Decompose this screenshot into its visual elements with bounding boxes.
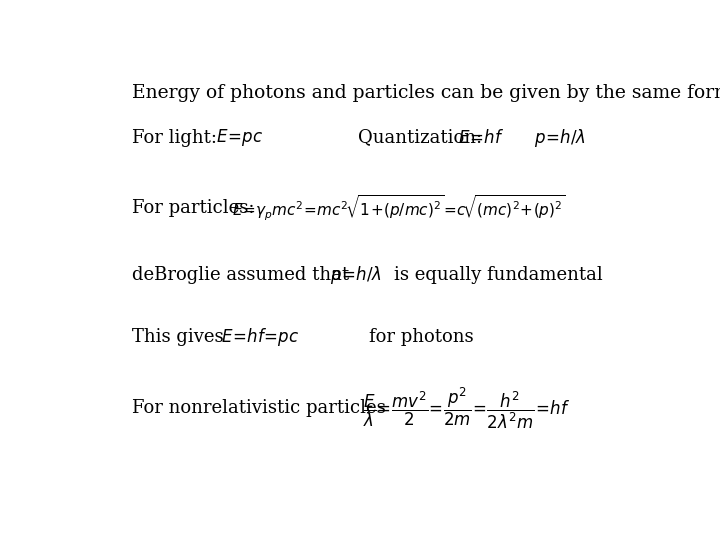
Text: $\mathit{E} \!=\! hf$: $\mathit{E} \!=\! hf$ bbox=[459, 129, 504, 146]
Text: $\mathit{E} \!=\! pc$: $\mathit{E} \!=\! pc$ bbox=[215, 127, 263, 148]
Text: Quantization:: Quantization: bbox=[358, 129, 482, 146]
Text: for photons: for photons bbox=[369, 328, 474, 346]
Text: $\dfrac{\mathit{E}}{\lambda} \!=\! \dfrac{mv^2}{2} \!=\! \dfrac{p^2}{2m} \!=\! \: $\dfrac{\mathit{E}}{\lambda} \!=\! \dfra… bbox=[364, 385, 571, 430]
Text: $p \!=\! h/\lambda$: $p \!=\! h/\lambda$ bbox=[534, 126, 585, 149]
Text: This gives: This gives bbox=[132, 328, 223, 346]
Text: $\mathit{E} \!=\! \gamma_p mc^2 \!=\! mc^2\!\sqrt{1\!+\!(p/mc)^2} \!=\! c\!\sqrt: $\mathit{E} \!=\! \gamma_p mc^2 \!=\! mc… bbox=[233, 193, 566, 223]
Text: $\mathit{E} \!=\! hf \!=\! pc$: $\mathit{E} \!=\! hf \!=\! pc$ bbox=[221, 326, 300, 348]
Text: is equally fundamental: is equally fundamental bbox=[394, 266, 603, 284]
Text: For particles:: For particles: bbox=[132, 199, 254, 217]
Text: Energy of photons and particles can be given by the same formula: Energy of photons and particles can be g… bbox=[132, 84, 720, 102]
Text: For nonrelativistic particles: For nonrelativistic particles bbox=[132, 399, 386, 417]
Text: $p \!=\! h/\lambda$: $p \!=\! h/\lambda$ bbox=[330, 264, 382, 286]
Text: deBroglie assumed that: deBroglie assumed that bbox=[132, 266, 349, 284]
Text: For light:: For light: bbox=[132, 129, 217, 146]
